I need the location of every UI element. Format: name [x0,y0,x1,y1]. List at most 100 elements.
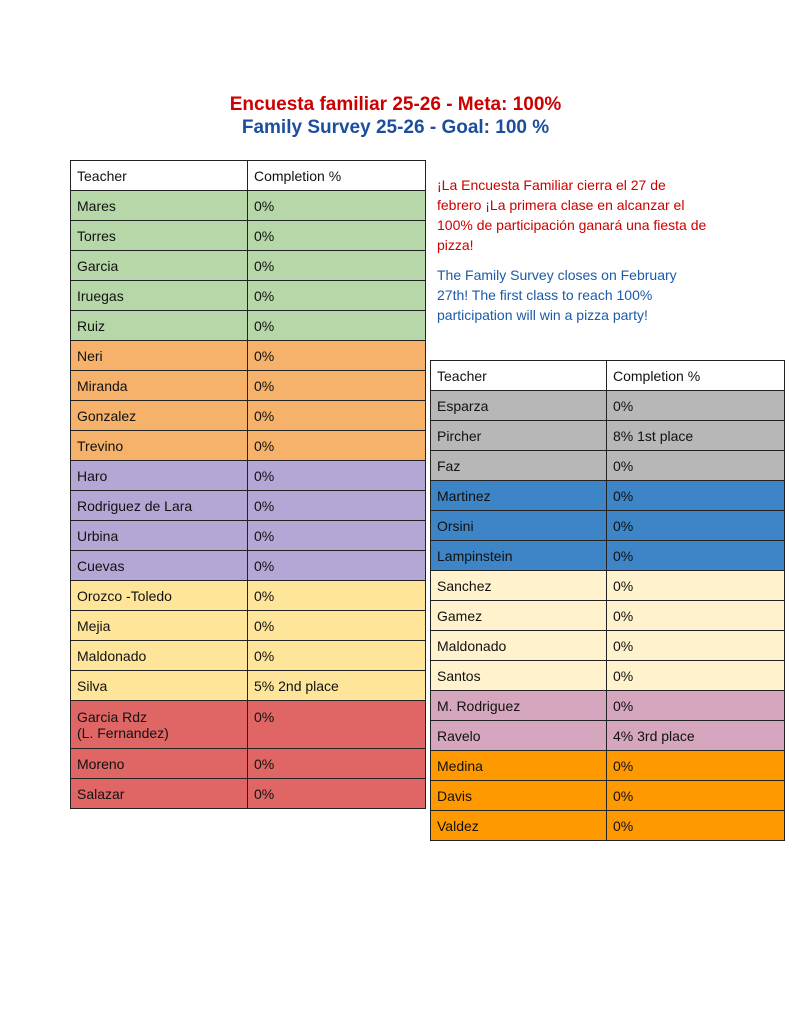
table-row: Valdez 0% [430,810,785,841]
teacher-cell: Neri [70,340,248,371]
completion-cell: 0% [606,390,785,421]
completion-cell: 0% [606,630,785,661]
completion-cell: 0% [247,430,426,461]
teacher-cell: Miranda [70,370,248,401]
table-row: Mares 0% [70,190,426,221]
completion-cell: 0% [247,190,426,221]
completion-cell: 0% [247,550,426,581]
teacher-cell: Cuevas [70,550,248,581]
teacher-cell: Urbina [70,520,248,551]
completion-cell: 0% [606,510,785,541]
table-row: Maldonado 0% [70,640,426,671]
right-completion-table: Teacher Completion % Esparza 0% Pircher 8% … [430,360,785,841]
table-row: Martinez 0% [430,480,785,511]
table-row: Orsini 0% [430,510,785,541]
table-row: Garcia Rdz (L. Fernandez) 0% [70,700,426,749]
completion-cell: 0% [606,540,785,571]
completion-cell: 8% 1st place [606,420,785,451]
teacher-cell: Garcia [70,250,248,281]
teacher-cell: Martinez [430,480,607,511]
teacher-cell: Faz [430,450,607,481]
teacher-cell: Santos [430,660,607,691]
teacher-cell: Sanchez [430,570,607,601]
table-row: Silva 5% 2nd place [70,670,426,701]
completion-cell: 0% [606,450,785,481]
completion-cell: 0% [606,600,785,631]
header-completion: Completion % [606,360,785,391]
teacher-cell: Salazar [70,778,248,809]
completion-cell: 0% [247,610,426,641]
announcement-spanish: ¡La Encuesta Familiar cierra el 27 de fe… [437,177,707,253]
teacher-cell: Pircher [430,420,607,451]
table-row: Neri 0% [70,340,426,371]
title-english: Family Survey 25-26 - Goal: 100 % [241,117,550,138]
completion-cell: 0% [247,220,426,251]
completion-cell: 0% [606,480,785,511]
teacher-cell: Silva [70,670,248,701]
teacher-cell: Mares [70,190,248,221]
table-row: Davis 0% [430,780,785,811]
teacher-cell: Gamez [430,600,607,631]
completion-cell: 0% [606,750,785,781]
table-row: Pircher 8% 1st place [430,420,785,451]
teacher-cell: Trevino [70,430,248,461]
table-row: Rodriguez de Lara 0% [70,490,426,521]
completion-cell: 0% [247,460,426,491]
completion-cell: 0% [606,780,785,811]
table-row: Ruiz 0% [70,310,426,341]
completion-cell: 5% 2nd place [247,670,426,701]
teacher-cell: Garcia Rdz (L. Fernandez) [70,700,248,749]
table-row: Gamez 0% [430,600,785,631]
table-row: Cuevas 0% [70,550,426,581]
table-row: Trevino 0% [70,430,426,461]
completion-cell: 0% [247,370,426,401]
completion-cell: 0% [247,700,426,749]
teacher-cell: Davis [430,780,607,811]
table-row: Sanchez 0% [430,570,785,601]
header-teacher: Teacher [70,160,248,191]
teacher-cell: M. Rodriguez [430,690,607,721]
teacher-cell: Moreno [70,748,248,779]
completion-cell: 0% [606,570,785,601]
teacher-cell: Gonzalez [70,400,248,431]
teacher-cell: Ruiz [70,310,248,341]
teacher-cell: Orozco -Toledo [70,580,248,611]
table-row: Moreno 0% [70,748,426,779]
teacher-cell: Lampinstein [430,540,607,571]
completion-cell: 0% [247,310,426,341]
teacher-cell: Mejia [70,610,248,641]
completion-cell: 0% [247,400,426,431]
table-row: Garcia 0% [70,250,426,281]
completion-cell: 0% [247,490,426,521]
completion-cell: 0% [247,520,426,551]
teacher-cell: Valdez [430,810,607,841]
table-row: Medina 0% [430,750,785,781]
table-row: Lampinstein 0% [430,540,785,571]
teacher-cell: Maldonado [70,640,248,671]
table-row: Faz 0% [430,450,785,481]
table-row: Iruegas 0% [70,280,426,311]
completion-cell: 4% 3rd place [606,720,785,751]
table-row: Miranda 0% [70,370,426,401]
completion-cell: 0% [606,660,785,691]
teacher-cell: Iruegas [70,280,248,311]
completion-cell: 0% [247,250,426,281]
header-completion: Completion % [247,160,426,191]
completion-cell: 0% [247,280,426,311]
table-row: Esparza 0% [430,390,785,421]
announcement-english: The Family Survey closes on February 27t… [437,267,677,323]
table-row: Salazar 0% [70,778,426,809]
completion-cell: 0% [247,778,426,809]
table-header-row: Teacher Completion % [70,160,426,191]
table-row: M. Rodriguez 0% [430,690,785,721]
teacher-cell: Rodriguez de Lara [70,490,248,521]
table-row: Santos 0% [430,660,785,691]
teacher-cell: Ravelo [430,720,607,751]
teacher-cell: Haro [70,460,248,491]
completion-cell: 0% [247,340,426,371]
table-row: Urbina 0% [70,520,426,551]
completion-cell: 0% [247,640,426,671]
teacher-cell: Torres [70,220,248,251]
table-row: Haro 0% [70,460,426,491]
